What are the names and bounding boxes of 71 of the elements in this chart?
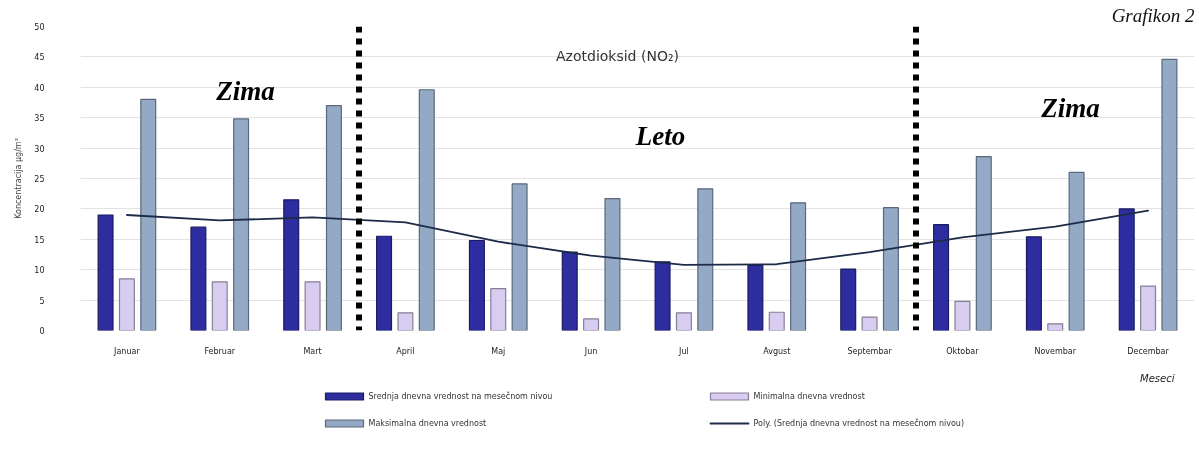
bar [97,214,114,331]
y-tick-label: 40 [34,83,45,93]
x-tick-label: April [396,346,415,356]
bar [1118,208,1135,331]
bar [233,118,250,331]
bar [654,261,671,331]
bar [933,224,950,331]
y-tick-label: 35 [34,114,45,124]
bar [418,89,435,331]
bar [190,226,207,331]
y-axis-title: Koncentracija μg/m³ [14,138,24,219]
x-tick-label: Jun [583,346,598,356]
line-series [126,209,1149,266]
y-tick-label: 30 [34,144,45,154]
x-tick-label: Decembar [1127,346,1170,356]
y-tick-label: 25 [34,175,45,184]
y-tick-label: 50 [34,23,45,32]
x-axis-title: Meseci [1140,373,1175,384]
legend-label: Srednja dnevna vrednost na mesečnom nivou [368,391,553,401]
y-tick-label: 15 [34,235,45,245]
annotation: Leto [634,120,686,151]
bar [747,264,764,331]
bar [325,104,342,331]
y-tick-label: 45 [34,53,45,63]
x-tick-label: Jul [678,346,689,356]
bar [840,268,857,331]
x-tick-label: Novembar [1034,346,1077,356]
bar [468,239,485,331]
bar [1161,58,1178,331]
bar [768,311,785,331]
bar [1068,171,1085,331]
bar [790,202,807,331]
bar [283,199,300,331]
x-tick-label: Januar [113,346,141,356]
bar [140,98,157,331]
bar [511,183,528,331]
annotation: Zima [1040,92,1100,123]
bar [583,318,600,331]
bar [561,251,578,331]
x-tick-label: Avgust [763,346,791,356]
legend-label: Minimalna dnevna vrednost [753,392,865,401]
bar [490,287,507,331]
bar [882,207,899,331]
y-tick-label: 5 [39,296,45,306]
y-tick-label: 20 [34,205,45,215]
bar [975,156,992,331]
x-tick-label: Februar [204,346,236,356]
text: Azotdioksid (NO₂) [556,47,679,64]
y-tick-label: 0 [39,327,45,336]
bar [1025,236,1042,331]
bar [397,312,414,331]
bar [211,281,228,331]
x-tick-label: Maj [491,346,506,356]
legend-label: Maksimalna dnevna vrednost [368,419,487,428]
x-tick-label: Mart [303,346,322,356]
x-tick-label: Oktobar [946,346,980,356]
bar [604,197,621,331]
legend-label: Poly. (Srednja dnevna vrednost na mesečnom nivou) [753,418,964,428]
y-tick-label: 10 [34,266,45,276]
bar [861,316,878,331]
text: Grafikon 2 [1111,4,1195,26]
bar [954,300,971,331]
bar [1140,285,1157,331]
bar [376,235,393,331]
bar [118,278,135,331]
bar [675,312,692,331]
annotation: Zima [215,75,275,106]
bar [304,281,321,331]
bar [1047,323,1064,331]
x-tick-label: Septembar [847,346,893,356]
bar [697,188,714,331]
